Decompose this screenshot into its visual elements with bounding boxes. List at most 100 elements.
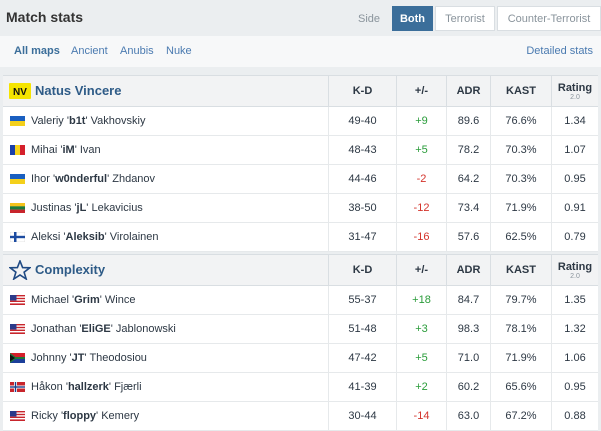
player-nickname: iM: [62, 144, 75, 156]
kd-value: 38-50: [328, 194, 396, 222]
adr-value: 73.4: [446, 194, 490, 222]
adr-value: 57.6: [446, 223, 490, 251]
rating-value: 0.79: [551, 223, 598, 251]
kast-value: 65.6%: [490, 373, 551, 401]
kast-value: 71.9%: [490, 194, 551, 222]
kd-value: 47-42: [328, 344, 396, 372]
adr-value: 98.3: [446, 315, 490, 343]
player-row: Valeriy 'b1t' Vakhovskiy 49-40 +9 89.6 76.6%…: [3, 107, 598, 136]
player-nickname: JT: [71, 352, 85, 364]
player-row: Ihor 'w0nderful' Zhdanov 44-46 -2 64.2 70.3%…: [3, 165, 598, 194]
player-row: Justinas 'jL' Lekavicius 38-50 -12 73.4 71.9…: [3, 194, 598, 223]
ukraine-flag-icon: [10, 174, 25, 184]
team-header: Complexity K-D +/- ADR KAST Rating 2.0: [3, 254, 598, 286]
kd-value: 48-43: [328, 136, 396, 164]
player-nickname: Grim: [74, 294, 100, 306]
rating-value: 0.88: [551, 402, 598, 430]
side-tab-terrorist[interactable]: Terrorist: [435, 6, 495, 31]
plus-minus-value: +3: [396, 315, 446, 343]
detailed-stats-link[interactable]: Detailed stats: [526, 45, 593, 57]
col-header-plus-minus: +/-: [396, 255, 446, 285]
player-name[interactable]: Mihai 'iM' Ivan: [31, 144, 101, 156]
ukraine-flag-icon: [10, 116, 25, 126]
col-header-adr: ADR: [446, 255, 490, 285]
svg-text:NV: NV: [13, 87, 27, 98]
kast-value: 71.9%: [490, 344, 551, 372]
player-nickname: Aleksib: [65, 231, 105, 243]
player-name[interactable]: Jonathan 'EliGE' Jablonowski: [31, 323, 176, 335]
player-name[interactable]: Valeriy 'b1t' Vakhovskiy: [31, 115, 146, 127]
adr-value: 78.2: [446, 136, 490, 164]
kd-value: 30-44: [328, 402, 396, 430]
south-africa-flag-icon: [10, 353, 25, 363]
player-row: Jonathan 'EliGE' Jablonowski 51-48 +3 98.3 7…: [3, 315, 598, 344]
rating-value: 1.07: [551, 136, 598, 164]
adr-value: 71.0: [446, 344, 490, 372]
rating-value: 1.35: [551, 286, 598, 314]
navi-logo-icon: NV: [9, 83, 31, 99]
usa-flag-icon: [10, 411, 25, 421]
plus-minus-value: +9: [396, 107, 446, 135]
col-header-rating: Rating 2.0: [551, 255, 598, 285]
rating-value: 0.95: [551, 165, 598, 193]
player-row: Mihai 'iM' Ivan 48-43 +5 78.2 70.3% 1.07: [3, 136, 598, 165]
side-tab-counter-terrorist[interactable]: Counter-Terrorist: [497, 6, 601, 31]
plus-minus-value: +2: [396, 373, 446, 401]
player-row: Håkon 'hallzerk' Fjærli 41-39 +2 60.2 65.6% 0…: [3, 373, 598, 402]
player-name[interactable]: Ricky 'floppy' Kemery: [31, 410, 140, 422]
plus-minus-value: +18: [396, 286, 446, 314]
kast-value: 76.6%: [490, 107, 551, 135]
rating-value: 0.95: [551, 373, 598, 401]
player-name[interactable]: Johnny 'JT' Theodosiou: [31, 352, 147, 364]
col-header-plus-minus: +/-: [396, 76, 446, 106]
kd-value: 55-37: [328, 286, 396, 314]
adr-value: 64.2: [446, 165, 490, 193]
player-nickname: floppy: [63, 410, 97, 422]
lithuania-flag-icon: [10, 203, 25, 213]
col-header-kast: KAST: [490, 76, 551, 106]
kd-value: 31-47: [328, 223, 396, 251]
kast-value: 67.2%: [490, 402, 551, 430]
player-nickname: jL: [76, 202, 87, 214]
kd-value: 44-46: [328, 165, 396, 193]
player-name[interactable]: Justinas 'jL' Lekavicius: [31, 202, 143, 214]
plus-minus-value: -14: [396, 402, 446, 430]
team-header: NV Natus Vincere K-D +/- ADR KAST Rating 2.0: [3, 75, 598, 107]
rating-value: 1.06: [551, 344, 598, 372]
team-name[interactable]: Complexity: [35, 262, 106, 277]
adr-value: 60.2: [446, 373, 490, 401]
map-filter-bar: All maps Ancient Anubis Nuke Detailed st…: [0, 36, 601, 67]
player-name[interactable]: Michael 'Grim' Wince: [31, 294, 136, 306]
rating-value: 0.91: [551, 194, 598, 222]
kast-value: 70.3%: [490, 165, 551, 193]
player-row: Johnny 'JT' Theodosiou 47-42 +5 71.0 71.9% 1.…: [3, 344, 598, 373]
finland-flag-icon: [10, 232, 25, 242]
rating-value: 1.32: [551, 315, 598, 343]
kast-value: 78.1%: [490, 315, 551, 343]
player-name[interactable]: Ihor 'w0nderful' Zhdanov: [31, 173, 156, 185]
team-name[interactable]: Natus Vincere: [35, 83, 122, 98]
map-tab-anubis[interactable]: Anubis: [120, 45, 154, 57]
page-title: Match stats: [6, 9, 84, 25]
usa-flag-icon: [10, 324, 25, 334]
romania-flag-icon: [10, 145, 25, 155]
kd-value: 41-39: [328, 373, 396, 401]
kd-value: 49-40: [328, 107, 396, 135]
plus-minus-value: +5: [396, 344, 446, 372]
map-tab-ancient[interactable]: Ancient: [71, 45, 108, 57]
team-table-navi: NV Natus Vincere K-D +/- ADR KAST Rating 2.0 Val…: [3, 75, 598, 252]
plus-minus-value: +5: [396, 136, 446, 164]
adr-value: 89.6: [446, 107, 490, 135]
player-row: Michael 'Grim' Wince 55-37 +18 84.7 79.7% 1.3…: [3, 286, 598, 315]
adr-value: 84.7: [446, 286, 490, 314]
complexity-star-icon: [9, 260, 31, 280]
player-nickname: w0nderful: [55, 173, 108, 185]
player-name[interactable]: Håkon 'hallzerk' Fjærli: [31, 381, 142, 393]
player-row: Ricky 'floppy' Kemery 30-44 -14 63.0 67.2% 0.…: [3, 402, 598, 431]
map-tab-all[interactable]: All maps: [14, 45, 60, 57]
map-tab-nuke[interactable]: Nuke: [166, 45, 192, 57]
player-name[interactable]: Aleksi 'Aleksib' Virolainen: [31, 231, 159, 243]
side-tab-both[interactable]: Both: [392, 6, 433, 31]
col-header-kd: K-D: [328, 255, 396, 285]
player-nickname: EliGE: [81, 323, 111, 335]
